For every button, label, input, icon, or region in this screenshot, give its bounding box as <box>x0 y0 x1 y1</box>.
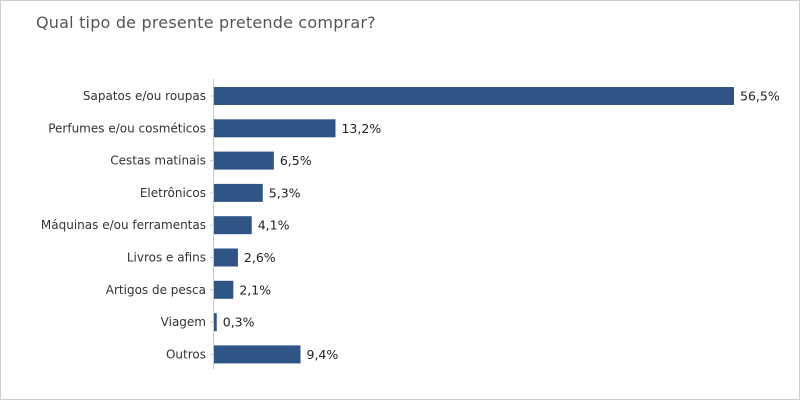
data-label: 13,2% <box>341 121 381 136</box>
data-label: 56,5% <box>740 89 780 104</box>
data-label: 5,3% <box>269 185 301 200</box>
bar <box>214 280 234 299</box>
category-label: Máquinas e/ou ferramentas <box>41 218 206 232</box>
bar <box>214 248 238 267</box>
bar <box>214 216 252 235</box>
category-label: Sapatos e/ou roupas <box>83 89 206 103</box>
data-label: 4,1% <box>258 218 290 233</box>
category-label: Cestas matinais <box>110 154 206 168</box>
data-label: 6,5% <box>280 153 312 168</box>
category-label: Livros e afins <box>127 251 206 265</box>
data-label: 2,6% <box>244 250 276 265</box>
category-label: Eletrônicos <box>140 186 206 200</box>
bar <box>214 87 734 105</box>
category-label: Perfumes e/ou cosméticos <box>48 121 206 135</box>
data-label: 2,1% <box>239 282 271 297</box>
data-label: 0,3% <box>223 315 255 330</box>
category-label: Outros <box>166 347 206 361</box>
chart-title: Qual tipo de presente pretende comprar? <box>36 13 376 32</box>
bar <box>214 151 274 170</box>
bar <box>214 183 263 202</box>
category-label: Viagem <box>161 315 206 329</box>
bar <box>214 119 336 138</box>
bar <box>214 313 217 332</box>
data-label: 9,4% <box>307 347 339 362</box>
category-label: Artigos de pesca <box>106 283 206 297</box>
bar <box>214 345 301 364</box>
